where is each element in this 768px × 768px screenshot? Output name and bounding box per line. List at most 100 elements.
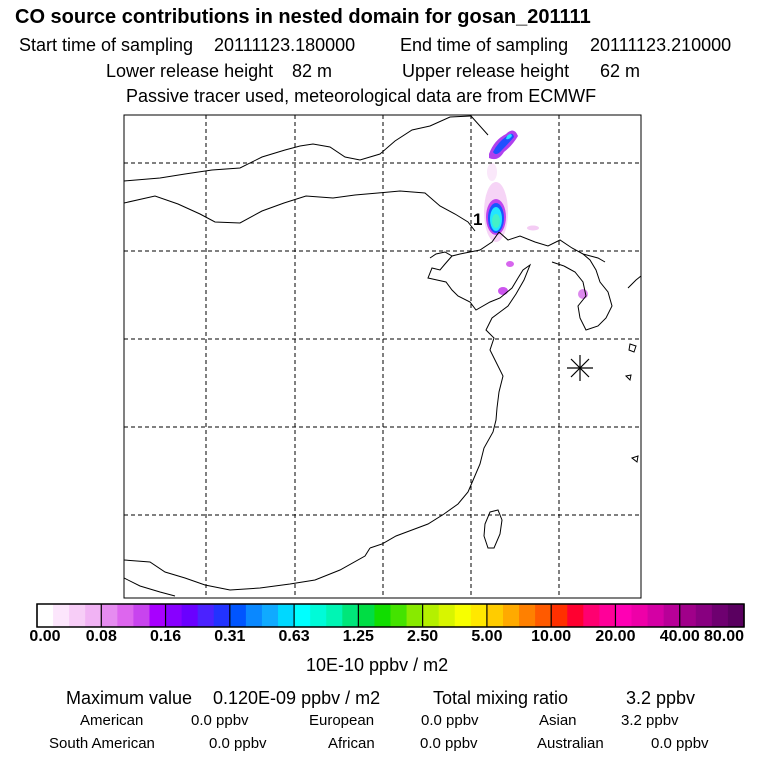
region-name: Australian: [537, 735, 604, 752]
colorbar-cells: [37, 604, 745, 627]
colorbar-cell: [133, 604, 151, 627]
colorbar-tick-label: 0.63: [278, 628, 310, 645]
colorbar-cell: [599, 604, 617, 627]
colorbar-cell: [197, 604, 215, 627]
ryukyu-island: [630, 455, 639, 463]
coastlines: [124, 115, 641, 597]
colorbar-tick-label: 10.00: [531, 628, 572, 645]
colorbar-tick-label: 0.08: [85, 628, 117, 645]
upper-height-label: Upper release height: [402, 61, 570, 81]
lat-lon-grid: [124, 115, 641, 598]
colorbar-cell: [213, 604, 231, 627]
border-korea: [498, 231, 606, 263]
colorbar-tick-label: 1.25: [342, 628, 374, 645]
region-value: 0.0 ppbv: [421, 712, 479, 729]
colorbar-cell: [326, 604, 343, 627]
colorbar-cell: [358, 604, 376, 627]
max-value: 0.120E-09 ppbv / m2: [213, 688, 381, 708]
concentration-field: [484, 130, 588, 299]
start-time-value: 20111123.180000: [214, 35, 356, 55]
colorbar-cell: [422, 604, 440, 627]
colorbar-cell: [390, 604, 408, 627]
colorbar-cell: [85, 604, 102, 627]
plume-peak: [492, 214, 500, 228]
border-south: [124, 547, 371, 591]
colorbar-tick-label: 0.00: [29, 628, 61, 645]
colorbar-tick-label: 0.16: [149, 628, 182, 645]
region-name: African: [328, 735, 375, 752]
bohai-coast: [429, 251, 453, 259]
plume-link: [487, 163, 497, 181]
region-value: 0.0 ppbv: [420, 735, 478, 752]
colorbar-tick-label: 40.00: [659, 628, 700, 645]
colorbar-cell: [245, 604, 263, 627]
colorbar-cell: [583, 604, 600, 627]
colorbar-cell: [149, 604, 167, 627]
korea-coast: [563, 253, 613, 331]
plot-title: CO source contributions in nested domain…: [15, 6, 591, 28]
colorbar-cell: [727, 604, 745, 627]
taiwan: [483, 509, 503, 549]
colorbar-cell: [278, 604, 295, 627]
release-marker-label: 1: [473, 210, 482, 229]
colorbar-cell: [535, 604, 552, 627]
asterisk-icon: [567, 355, 593, 381]
patch-1: [506, 261, 514, 267]
tracer-note: Passive tracer used, meteorological data…: [126, 86, 597, 106]
japan-coast: [627, 275, 641, 289]
colorbar-cell: [631, 604, 649, 627]
colorbar-frame: [36, 603, 745, 628]
colorbar-cell: [551, 604, 568, 627]
colorbar-tick-label: 0.31: [214, 628, 246, 645]
colorbar-cell: [69, 604, 86, 627]
colorbar-cell: [679, 604, 697, 627]
border-mongolia: [124, 190, 476, 232]
end-time-label: End time of sampling: [400, 35, 569, 55]
colorbar-cell: [37, 604, 54, 627]
colorbar-cell: [454, 604, 472, 627]
colorbar-cell: [438, 604, 456, 627]
colorbar-tick-label: 80.00: [703, 628, 745, 645]
colorbar-cell: [53, 604, 70, 627]
upper-height-value: 62 m: [600, 61, 641, 81]
colorbar-cell: [310, 604, 327, 627]
colorbar-tick-label: 2.50: [407, 628, 439, 645]
colorbar-cell: [101, 604, 118, 627]
border-north: [124, 115, 472, 182]
region-value: 0.0 ppbv: [209, 735, 267, 752]
region-value: 0.0 ppbv: [651, 735, 709, 752]
colorbar-cell: [502, 604, 520, 627]
japan-island-1: [628, 343, 637, 353]
colorbar-cell: [342, 604, 359, 627]
border-ne: [470, 115, 489, 136]
colorbar-cell: [486, 604, 504, 627]
colorbar-cell: [117, 604, 135, 627]
region-name: European: [309, 712, 375, 729]
colorbar-cell: [519, 604, 536, 627]
total-mixing-value: 3.2 ppbv: [626, 688, 696, 708]
region-value: 3.2 ppbv: [621, 712, 679, 729]
colorbar-cell: [406, 604, 424, 627]
region-name: Asian: [539, 712, 577, 729]
colorbar-cell: [294, 604, 311, 627]
patch-4: [527, 225, 539, 231]
colorbar-cell: [261, 604, 279, 627]
region-name: South American: [49, 735, 155, 752]
map-frame: [123, 114, 642, 599]
colorbar-cell: [711, 604, 729, 627]
colorbar-cell: [567, 604, 584, 627]
japan-island-2: [624, 374, 632, 382]
total-mixing-label: Total mixing ratio: [433, 688, 569, 708]
korea-west: [551, 261, 565, 267]
colorbar-cell: [615, 604, 633, 627]
lower-height-label: Lower release height: [106, 61, 274, 81]
china-coast: [369, 231, 532, 549]
colorbar-cell: [181, 604, 199, 627]
region-name: American: [80, 712, 144, 729]
end-time-value: 20111123.210000: [590, 35, 732, 55]
colorbar-cell: [647, 604, 665, 627]
colorbar-cell: [663, 604, 681, 627]
lower-height-value: 82 m: [292, 61, 333, 81]
